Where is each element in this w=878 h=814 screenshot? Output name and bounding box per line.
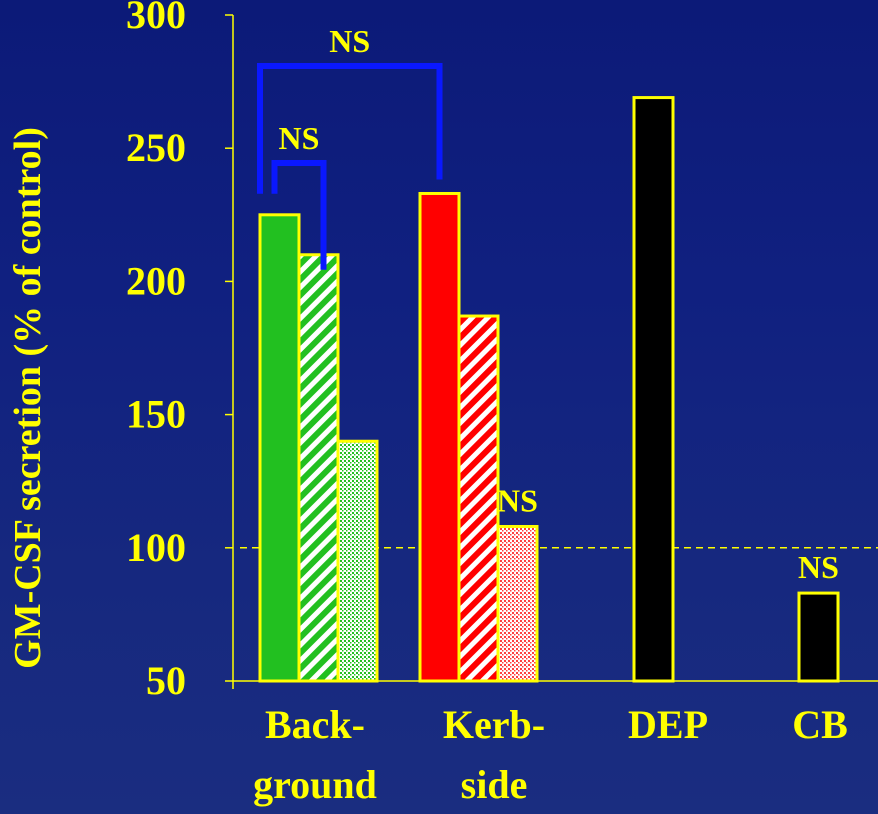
y-axis-label: GM-CSF secretion (% of control) [7, 127, 49, 669]
bar [457, 314, 500, 683]
bar [797, 591, 840, 683]
bar [632, 96, 675, 683]
y-tick-label: 300 [126, 0, 186, 37]
bars [258, 96, 840, 683]
bar [336, 439, 379, 683]
x-tick-label: ground [253, 762, 377, 807]
ns-label: NS [497, 482, 538, 518]
y-tick-label: 100 [126, 525, 186, 570]
y-tick-label: 150 [126, 392, 186, 437]
y-tick-label: 200 [126, 258, 186, 303]
ns-label: NS [279, 120, 320, 156]
x-tick-label: side [461, 762, 528, 807]
bar [297, 253, 340, 683]
ns-label: NS [329, 23, 370, 59]
x-tick-label: DEP [628, 702, 708, 747]
ns-label: NS [798, 549, 839, 585]
bar [418, 191, 461, 683]
axes: 300 250 200 150 100 50 [126, 0, 878, 703]
x-tick-label: Back- [265, 702, 365, 747]
annotations: NS NS NS NS [257, 23, 839, 585]
bar [496, 524, 539, 683]
x-tick-label: CB [792, 702, 848, 747]
bar [258, 213, 301, 683]
y-tick-label: 50 [146, 658, 186, 703]
significance-bracket [271, 160, 327, 270]
significance-bracket [257, 63, 443, 194]
labels: Back-ground Kerb-side DEP CB [253, 702, 848, 807]
y-tick-label: 250 [126, 125, 186, 170]
x-tick-label: Kerb- [443, 702, 545, 747]
